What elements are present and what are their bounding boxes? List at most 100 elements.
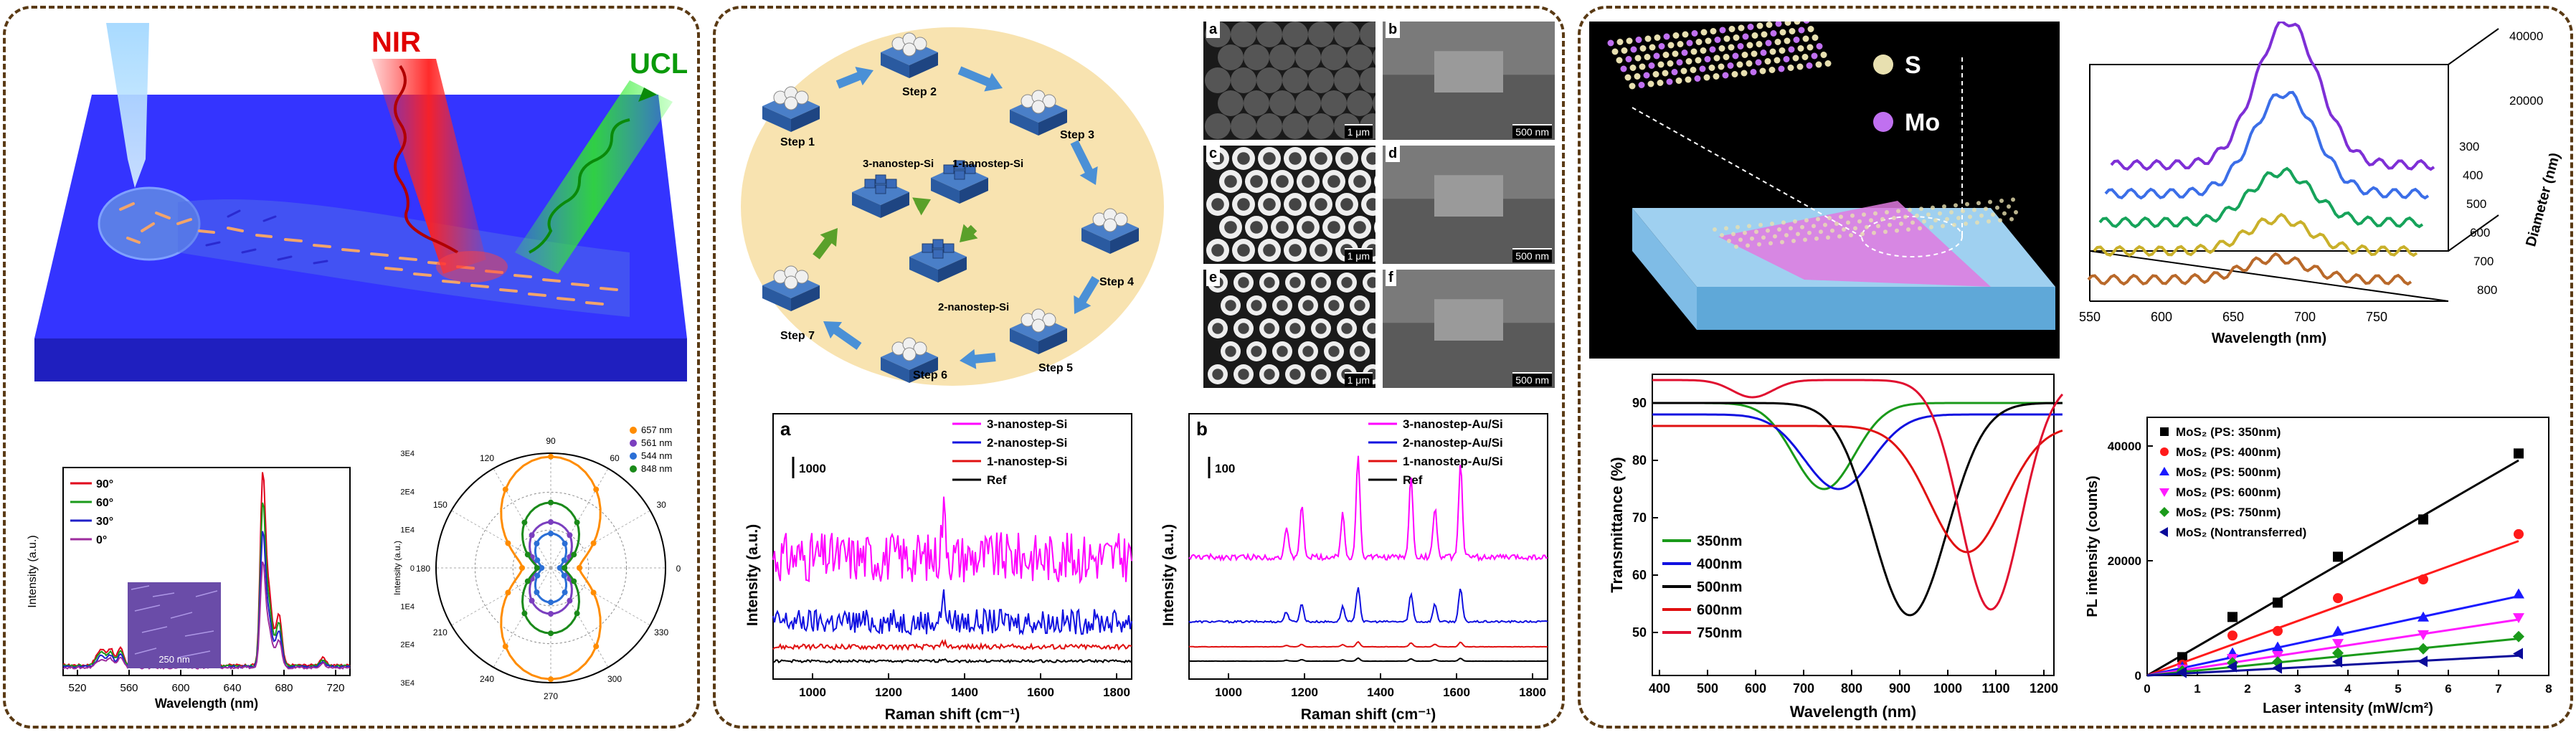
- atom: [1658, 43, 1665, 49]
- substrate-block-right: [791, 106, 820, 132]
- atom: [1732, 52, 1739, 60]
- mos2-illustration: S Mo: [1589, 22, 2060, 359]
- nanostep-pillar: [932, 249, 944, 259]
- atom: [1918, 226, 1922, 231]
- angle-label: 210: [433, 627, 448, 637]
- pl-curve: [2093, 212, 2418, 257]
- atom: [1644, 54, 1651, 60]
- atom: [1738, 237, 1743, 242]
- atom: [1634, 73, 1641, 80]
- sem-sphere: [1282, 113, 1308, 139]
- stack-label: 3-nanostep-Si: [863, 158, 934, 170]
- step-label: Step 6: [913, 369, 947, 381]
- atom: [1919, 207, 1923, 212]
- nanostep-pillar: [932, 239, 944, 249]
- legend: 657 nm 561 nm 544 nm 848 nm: [630, 425, 672, 474]
- sem-scalebar: 1 μm: [1344, 124, 1373, 138]
- atom: [1728, 44, 1735, 51]
- sem-scalebar: 1 μm: [1344, 248, 1373, 262]
- raman-line: [1189, 640, 1548, 648]
- atom: [1956, 216, 1961, 220]
- atom: [1616, 57, 1623, 64]
- polar-spoke: [493, 567, 551, 668]
- sem-image-grid: a 1 μm b 500 nm c 1 μm d 500 nm e 1 μm f 500 nm: [1203, 22, 1558, 388]
- polar-point: [534, 565, 540, 571]
- plot-frame: [1188, 413, 1548, 680]
- sem-sphere-core: [1225, 346, 1236, 357]
- x-tick-label: 1800: [1519, 686, 1546, 699]
- sem-sphere-core: [1264, 277, 1275, 288]
- polar-point: [529, 532, 535, 539]
- atom: [1778, 65, 1785, 72]
- transmittance-chart: 400 500 600 700 800 900 1000 1100 1200 90 80 70 60 50…: [1609, 374, 2064, 721]
- atom: [1737, 43, 1744, 49]
- atom: [1690, 48, 1697, 55]
- x-tick-label: 560: [120, 682, 138, 694]
- legend-entry: MoS₂ (Nontransferred): [2176, 526, 2306, 539]
- atom: [1766, 228, 1770, 233]
- ucl-label: UCL: [630, 48, 687, 80]
- flow-arrow-head: [960, 348, 977, 369]
- atom: [1816, 217, 1820, 222]
- sphere: [795, 90, 809, 105]
- polar-point: [521, 610, 528, 617]
- atom: [1883, 229, 1888, 234]
- atom: [1713, 54, 1720, 62]
- sphere: [1042, 94, 1056, 108]
- data-marker: [2272, 662, 2282, 674]
- legend-entry: 848 nm: [641, 463, 672, 474]
- atom: [1860, 232, 1865, 237]
- atom: [1853, 226, 1857, 231]
- sem-sphere: [1308, 67, 1334, 93]
- sem-sphere-core: [1353, 221, 1366, 234]
- sem-sphere: [1205, 113, 1231, 139]
- atom: [1899, 222, 1903, 226]
- data-marker: [2332, 655, 2342, 668]
- atom: [1751, 50, 1758, 57]
- data-marker: [2514, 448, 2524, 459]
- substrate-block-left: [852, 192, 881, 218]
- atom: [1798, 27, 1805, 34]
- atom: [1789, 226, 1793, 231]
- polar-ring: [512, 529, 589, 607]
- atom: [1952, 222, 1956, 227]
- nanostep-pillar: [886, 179, 897, 189]
- data-marker: [2227, 660, 2237, 673]
- legend-entry: 0°: [96, 534, 107, 546]
- data-marker: [2272, 641, 2283, 652]
- atom: [1755, 59, 1762, 66]
- atom: [1965, 201, 1969, 207]
- nanostep-pillar: [922, 243, 933, 253]
- atom: [1694, 75, 1701, 82]
- polar-point: [519, 565, 525, 571]
- data-marker: [2177, 652, 2187, 663]
- atom: [1611, 48, 1619, 55]
- atom: [1791, 239, 1796, 243]
- polar-ring: [474, 491, 628, 645]
- legend-entry: 60°: [96, 497, 113, 509]
- sem-sphere: [1373, 49, 1375, 66]
- atom: [1761, 31, 1768, 38]
- sem-sphere-core: [1354, 300, 1365, 311]
- sem-letter: d: [1386, 146, 1401, 162]
- atom: [1999, 199, 2004, 203]
- sem-sphere-core: [1289, 244, 1302, 257]
- polar-point: [529, 597, 535, 604]
- atom: [1869, 218, 1873, 223]
- sem-sphere: [1244, 44, 1269, 70]
- flow-arrow-head: [855, 67, 873, 86]
- atom: [1733, 34, 1740, 41]
- laser-spot: [436, 251, 508, 283]
- y-tick-label: 20000: [2108, 554, 2141, 568]
- atom: [1634, 54, 1642, 62]
- sem-sphere-core: [1327, 175, 1340, 188]
- sem-sphere: [1231, 67, 1256, 93]
- atom: [1621, 47, 1628, 54]
- polar-point: [548, 519, 554, 525]
- atom: [1865, 224, 1869, 229]
- atom: [1824, 60, 1832, 67]
- polar-point: [534, 557, 541, 564]
- polar-point: [574, 610, 580, 617]
- atom: [1806, 44, 1814, 51]
- atom: [1827, 216, 1832, 220]
